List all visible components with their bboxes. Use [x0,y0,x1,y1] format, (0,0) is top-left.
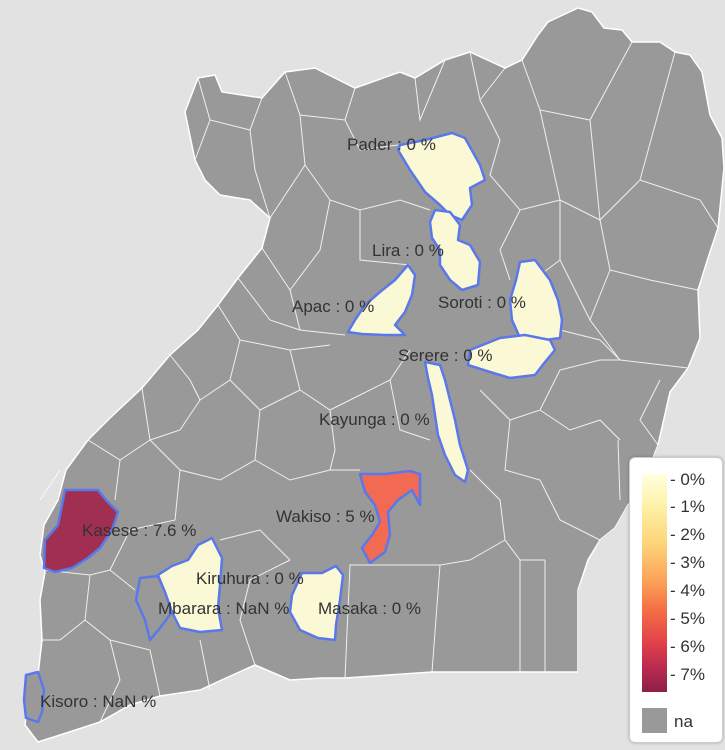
district-mbarara[interactable] [134,574,174,642]
district-serere[interactable] [466,333,557,380]
label-kisoro: Kisoro : NaN % [40,692,156,711]
label-apac: Apac : 0 % [292,297,374,316]
label-serere: Serere : 0 % [398,346,493,365]
district-kiruhura[interactable] [156,536,224,634]
label-lira: Lira : 0 % [372,241,444,260]
district-kasese[interactable] [42,488,120,574]
legend-na-swatch [642,708,667,733]
legend-tick-3: - 3% [670,553,705,572]
label-pader: Pader : 0 % [347,135,436,154]
district-labels: Pader : 0 % Lira : 0 % Apac : 0 % Soroti… [40,135,526,711]
label-kayunga: Kayunga : 0 % [319,410,430,429]
district-boundaries [39,41,719,723]
label-wakiso: Wakiso : 5 % [276,507,375,526]
label-soroti: Soroti : 0 % [438,293,526,312]
label-kasese: Kasese : 7.6 % [82,521,196,540]
legend-tick-4: - 4% [670,581,705,600]
district-masaka[interactable] [288,564,345,642]
legend-tick-0: - 0% [670,470,705,489]
legend-tick-6: - 6% [670,637,705,656]
label-kiruhura: Kiruhura : 0 % [196,569,304,588]
legend-na-label: na [674,712,693,731]
label-mbarara: Mbarara : NaN % [158,599,289,618]
district-lira[interactable] [428,208,482,292]
legend-tick-1: - 1% [670,497,705,516]
district-apac[interactable] [346,263,417,337]
district-pader[interactable] [396,131,487,222]
district-kisoro[interactable] [22,670,46,724]
legend-tick-2: - 2% [670,525,705,544]
district-kayunga[interactable] [423,360,470,484]
legend-tick-7: - 7% [670,665,705,684]
legend-color-scale [642,474,667,692]
district-wakiso[interactable] [358,469,422,565]
map-legend: - 0% - 1% - 2% - 3% - 4% - 5% - 6% - 7% … [629,457,723,743]
legend-tick-5: - 5% [670,609,705,628]
label-masaka: Masaka : 0 % [318,599,421,618]
district-soroti[interactable] [508,258,564,342]
highlighted-districts [22,131,564,724]
